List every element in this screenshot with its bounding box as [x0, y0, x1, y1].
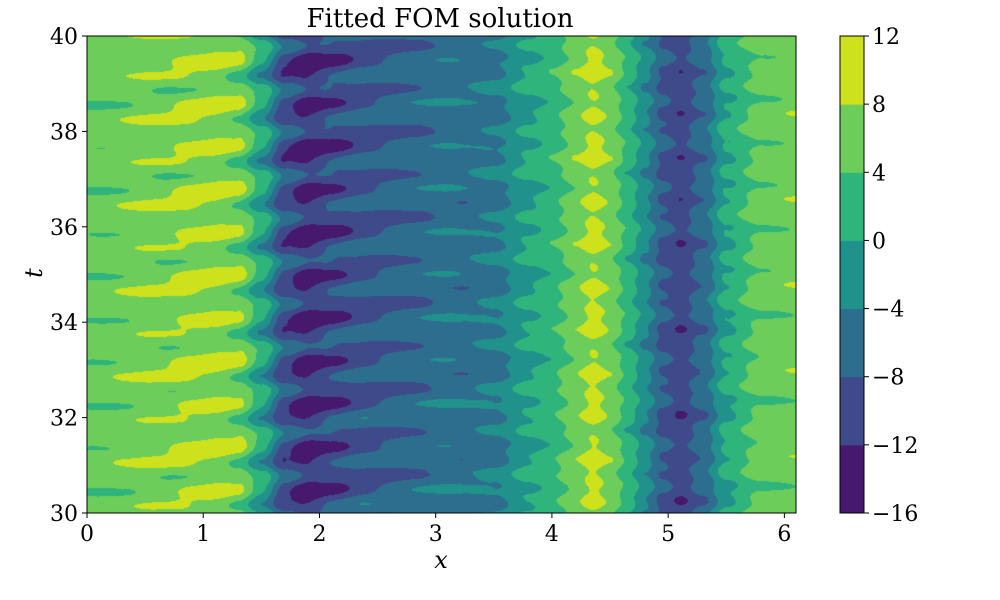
y-tick-label: 38 — [50, 120, 78, 145]
x-tick-label: 3 — [429, 522, 443, 547]
colorbar-tick-label: 4 — [872, 161, 886, 186]
x-tick-label: 1 — [196, 522, 210, 547]
colorbar-band — [840, 308, 864, 378]
colorbar: −16 −12 −8 −4 0 4 8 12 — [839, 25, 918, 527]
y-axis-label: t — [20, 268, 48, 278]
x-tick-label: 5 — [661, 522, 675, 547]
colorbar-band — [840, 444, 864, 514]
y-tick-label: 32 — [50, 407, 78, 432]
colorbar-band — [840, 36, 864, 105]
x-tick-label: 4 — [545, 522, 559, 547]
colorbar-tick-label: −16 — [872, 502, 918, 527]
colorbar-tick-label: 12 — [872, 25, 900, 50]
x-axis-label: x — [434, 546, 448, 574]
colorbar-tick-label: −4 — [872, 298, 904, 323]
x-tick-label: 6 — [777, 522, 791, 547]
y-tick-label: 34 — [50, 311, 78, 336]
colorbar-band — [840, 104, 864, 173]
plot-area — [86, 35, 797, 514]
colorbar-tick-label: 0 — [872, 229, 886, 254]
colorbar-tick-label: −12 — [872, 434, 918, 459]
chart-title: Fitted FOM solution — [306, 4, 573, 34]
colorbar-tick-label: −8 — [872, 366, 904, 391]
colorbar-band — [840, 240, 864, 310]
colorbar-tick-label: 8 — [872, 93, 886, 118]
plot-frame — [86, 35, 797, 514]
colorbar-frame — [839, 35, 865, 514]
x-axis: 0 1 2 3 4 5 6 — [80, 513, 791, 547]
colorbar-band — [840, 376, 864, 446]
x-tick-label: 2 — [312, 522, 326, 547]
y-tick-label: 30 — [50, 502, 78, 527]
contour-field — [87, 36, 796, 513]
y-axis: 30 32 34 36 38 40 — [50, 25, 87, 527]
x-tick-label: 0 — [80, 522, 94, 547]
colorbar-band — [840, 172, 864, 241]
y-tick-label: 36 — [50, 216, 78, 241]
y-tick-label: 40 — [50, 25, 78, 50]
